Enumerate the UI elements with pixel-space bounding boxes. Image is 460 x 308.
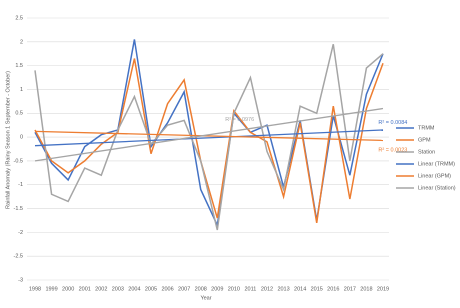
y-tick-label: -0.5 [14, 158, 23, 164]
y-axis-label: Rainfall Anomaly (Rainy Season 1 Septemb… [5, 71, 11, 209]
x-tick-label: 2019 [377, 286, 389, 292]
legend-label: Linear (Station) [418, 185, 456, 191]
y-tick-label: 0.5 [15, 111, 23, 117]
y-tick-label: -1.5 [14, 206, 23, 212]
x-tick-label: 2011 [245, 286, 257, 292]
x-tick-label: 2002 [95, 286, 107, 292]
x-tick-label: 2006 [161, 286, 173, 292]
trend-annotation: R² = 0.0976 [225, 117, 254, 123]
x-tick-label: 1998 [29, 286, 41, 292]
series-line [34, 44, 384, 231]
y-tick-label: 0 [20, 135, 23, 141]
legend-label: Linear (TRMM) [418, 161, 455, 167]
x-tick-label: 2013 [277, 286, 289, 292]
x-tick-label: 2000 [62, 286, 74, 292]
x-tick-label: 2015 [311, 286, 323, 292]
x-tick-label: 1999 [45, 286, 57, 292]
trend-annotation: R² = 0.0084 [378, 120, 407, 126]
x-tick-label: 2008 [195, 286, 207, 292]
x-tick-label: 2014 [294, 286, 306, 292]
legend-label: Station [418, 149, 435, 155]
x-tick-label: 2003 [112, 286, 124, 292]
y-tick-label: -3 [18, 277, 23, 283]
x-tick-label: 2004 [128, 286, 140, 292]
x-tick-label: 2018 [360, 286, 372, 292]
legend-label: TRMM [418, 125, 435, 131]
trend-line [34, 107, 384, 162]
x-tick-label: 2017 [344, 286, 356, 292]
y-tick-label: 2 [20, 39, 23, 45]
x-tick-label: 2012 [261, 286, 273, 292]
x-tick-label: 2010 [228, 286, 240, 292]
x-tick-label: 2007 [178, 286, 190, 292]
x-tick-label: 2016 [327, 286, 339, 292]
y-tick-label: -1 [18, 182, 23, 188]
legend-label: GPM [418, 137, 431, 143]
y-tick-label: 1.5 [15, 63, 23, 69]
x-tick-label: 2009 [211, 286, 223, 292]
legend-label: Linear (GPM) [418, 173, 451, 179]
trend-line [34, 129, 384, 147]
y-tick-label: 1 [20, 87, 23, 93]
y-tick-label: 2.5 [15, 15, 23, 21]
x-tick-label: 2005 [145, 286, 157, 292]
x-tick-label: 2001 [79, 286, 91, 292]
y-tick-label: -2 [18, 230, 23, 236]
trend-line [34, 130, 384, 142]
trend-annotation: R² = 0.0023 [378, 147, 407, 153]
x-axis-label: Year [200, 295, 211, 301]
y-tick-label: -2.5 [14, 254, 23, 260]
